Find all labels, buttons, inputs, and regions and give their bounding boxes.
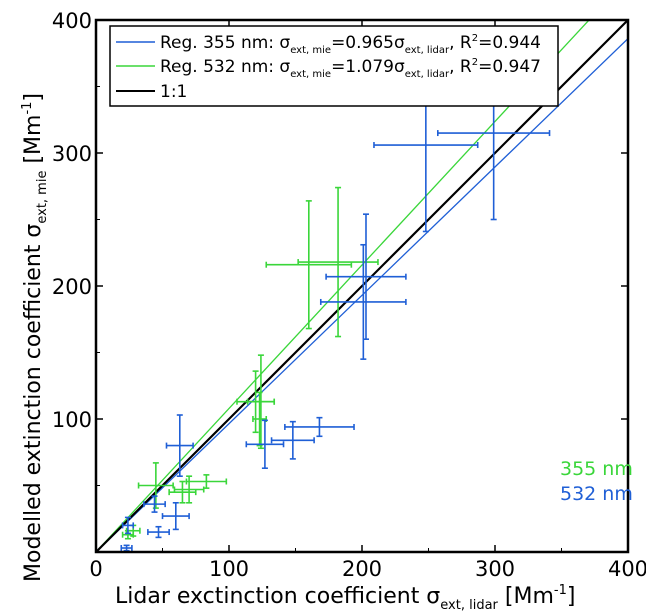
data-point (120, 544, 133, 552)
data-point (173, 475, 205, 504)
data-point (245, 419, 285, 470)
annotation-355nm: 355 nm (560, 458, 633, 480)
data-points (120, 45, 551, 552)
y-tick-label: 400 (52, 9, 92, 33)
line-reg-355-nm (96, 38, 628, 552)
line-1-1 (96, 20, 628, 552)
annotation-532nm: 532 nm (560, 483, 633, 505)
legend-label-532: Reg. 532 nm: σext, mie=1.079σext, lidar,… (160, 57, 541, 80)
legend-label-355: Reg. 355 nm: σext, mie=0.965σext, lidar,… (160, 33, 541, 56)
y-tick-label: 300 (52, 142, 92, 166)
x-tick-label: 300 (475, 557, 515, 581)
y-tick-label: 100 (52, 408, 92, 432)
x-tick-label: 200 (342, 557, 382, 581)
x-tick-label: 100 (209, 557, 249, 581)
data-point (137, 462, 174, 509)
x-axis-label: Lidar exctinction coefficient σext, lida… (115, 583, 575, 612)
legend-box (109, 25, 559, 107)
data-point (125, 524, 141, 537)
data-point (121, 516, 135, 535)
data-point (325, 213, 407, 341)
data-point (165, 414, 194, 477)
data-point (168, 480, 197, 504)
data-point (143, 495, 166, 513)
data-point (161, 501, 190, 531)
x-tick-label: 400 (608, 557, 646, 581)
data-point (252, 391, 268, 447)
data-point (319, 243, 407, 360)
data-point (297, 186, 379, 338)
data-point (185, 474, 228, 489)
data-point (270, 420, 315, 460)
legend-label-1to1: 1:1 (160, 82, 187, 102)
data-point (284, 416, 355, 438)
data-point (246, 354, 276, 450)
x-tick-label: 0 (89, 557, 102, 581)
axis-ticks: 0 100 200 300 400 100 200 300 400 (52, 9, 646, 581)
legend: Reg. 355 nm: σext, mie=0.965σext, lidar,… (109, 25, 559, 107)
y-axis-label: Modelled extinction coefficient σext, mi… (20, 93, 50, 582)
data-point (147, 525, 170, 539)
y-tick-label: 200 (52, 275, 92, 299)
